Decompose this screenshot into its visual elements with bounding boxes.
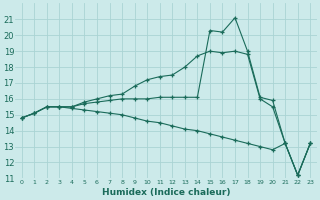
X-axis label: Humidex (Indice chaleur): Humidex (Indice chaleur) [102,188,230,197]
